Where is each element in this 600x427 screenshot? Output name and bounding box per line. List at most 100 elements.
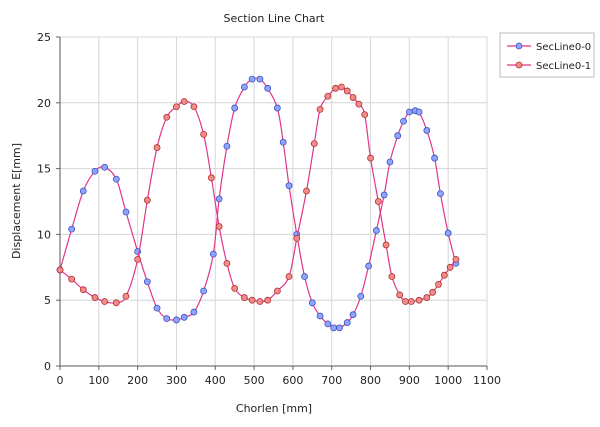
data-point [365, 262, 373, 270]
legend-marker [515, 61, 523, 69]
y-tick-label: 25 [37, 31, 51, 44]
data-point [190, 103, 198, 111]
data-point [349, 94, 357, 101]
data-point [163, 113, 171, 121]
data-point [122, 292, 130, 300]
data-point [423, 294, 431, 301]
data-point [380, 191, 388, 199]
data-point [374, 198, 382, 205]
x-tick-label: 1000 [434, 374, 462, 387]
y-tick-label: 15 [37, 163, 51, 176]
x-axis-label: Chorlen [mm] [236, 402, 312, 415]
data-point [134, 255, 142, 263]
data-point [190, 308, 198, 316]
data-point [173, 316, 180, 324]
data-point [209, 250, 217, 258]
data-point [407, 298, 415, 305]
data-point [122, 208, 130, 216]
data-point [446, 263, 454, 271]
data-point [200, 287, 208, 295]
data-point [273, 287, 281, 295]
x-tick-label: 200 [127, 374, 148, 387]
x-tick-label: 400 [205, 374, 226, 387]
data-point [200, 130, 208, 138]
data-point [101, 298, 109, 305]
data-point [423, 127, 431, 134]
data-point [153, 144, 161, 151]
data-point [338, 83, 345, 91]
data-point [264, 296, 272, 304]
data-point [440, 271, 448, 279]
data-point [215, 223, 223, 230]
data-point [223, 259, 231, 267]
data-point [415, 108, 423, 116]
series-line [59, 86, 457, 304]
data-point [248, 296, 256, 304]
data-point [437, 190, 444, 198]
data-point [240, 83, 248, 91]
legend-label: SecLine0-1 [536, 61, 591, 72]
x-tick-label: 800 [360, 374, 381, 387]
legend-label: SecLine0-0 [536, 42, 591, 53]
data-point [163, 315, 171, 323]
series-line [59, 77, 457, 330]
data-point [264, 84, 272, 92]
legend: SecLine0-0 SecLine0-1 [499, 32, 595, 78]
data-point [382, 241, 390, 249]
data-point [332, 84, 340, 92]
data-point [324, 320, 332, 328]
data-point [223, 142, 231, 150]
x-tick-label: 900 [399, 374, 420, 387]
data-point [153, 304, 161, 312]
legend-marker [515, 42, 523, 50]
data-point [279, 138, 287, 146]
data-point [402, 298, 409, 305]
data-point [56, 266, 64, 274]
legend-box [499, 32, 595, 78]
data-point [429, 288, 437, 296]
x-tick-label: 300 [166, 374, 187, 387]
data-point [386, 158, 394, 166]
data-point [79, 187, 87, 195]
data-point [285, 182, 293, 190]
y-tick-label: 5 [44, 294, 51, 307]
data-point [285, 273, 293, 280]
x-tick-label: 100 [88, 374, 109, 387]
x-tick-label: 500 [244, 374, 265, 387]
data-point [180, 313, 188, 321]
data-point [310, 140, 318, 148]
data-point [215, 195, 223, 203]
data-point [301, 273, 308, 280]
data-point [308, 299, 316, 307]
data-point [444, 229, 452, 237]
series-plot [56, 75, 460, 332]
data-point [400, 117, 407, 125]
data-point [91, 167, 99, 175]
y-tick-label: 0 [44, 360, 51, 373]
data-point [256, 298, 264, 305]
data-point [207, 174, 215, 182]
data-point [343, 319, 351, 326]
data-point [431, 154, 439, 162]
y-tick-label: 20 [37, 97, 51, 110]
data-point [357, 292, 365, 300]
data-point [336, 324, 343, 332]
data-point [388, 273, 396, 280]
y-axis-label: Displacement E[mm] [10, 143, 23, 259]
data-point [112, 299, 120, 307]
data-point [68, 225, 76, 233]
data-point [361, 111, 369, 119]
data-point [143, 196, 151, 204]
data-point [415, 296, 423, 304]
data-point [394, 132, 402, 140]
data-point [452, 255, 460, 263]
data-point [343, 87, 351, 95]
data-point [240, 294, 248, 301]
data-point [303, 187, 310, 195]
series-0 [56, 75, 460, 332]
data-point [367, 154, 374, 162]
data-point [372, 227, 380, 234]
data-point [324, 92, 332, 100]
